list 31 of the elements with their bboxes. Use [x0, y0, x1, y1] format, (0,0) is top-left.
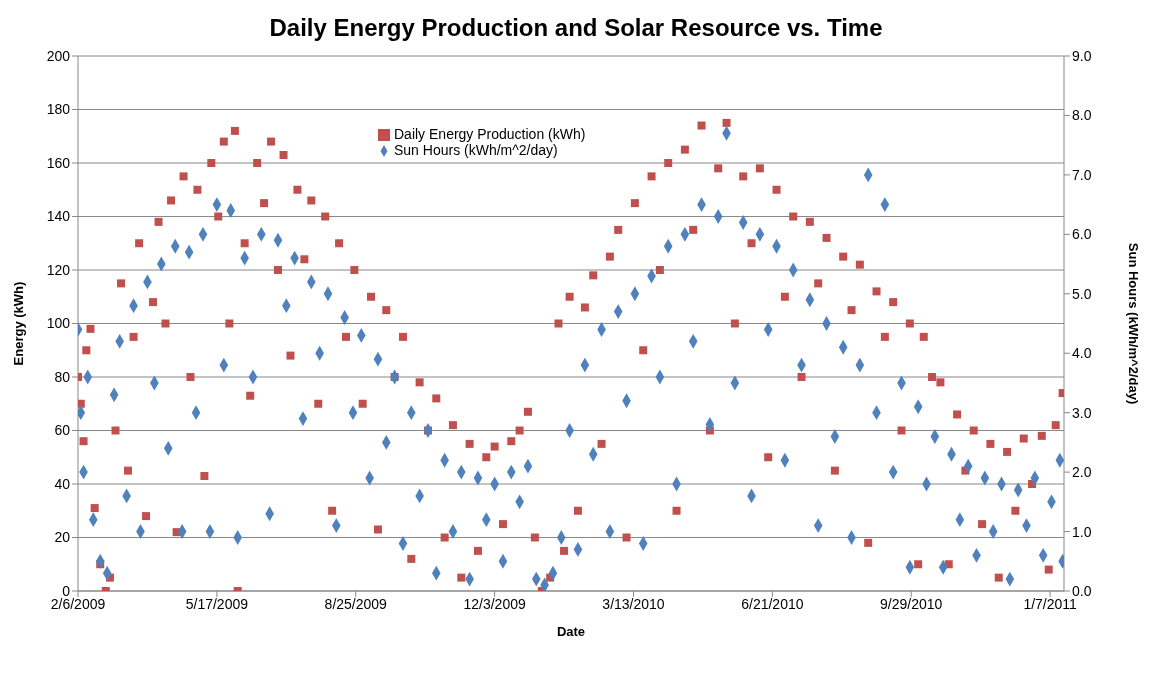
y2-tick-label: 5.0 — [1072, 285, 1092, 302]
y-axis-title: Energy (kWh) — [10, 281, 26, 366]
y-tick-label: 60 — [54, 422, 71, 439]
x-tick-label: 5/17/2009 — [185, 595, 249, 612]
y2-tick-label: 8.0 — [1072, 107, 1092, 124]
legend-label: Sun Hours (kWh/m^2/day) — [394, 142, 558, 158]
y2-tick-label: 4.0 — [1072, 345, 1092, 362]
x-tick-label: 8/25/2009 — [324, 595, 388, 612]
y2-axis-title: Sun Hours (kWh/m^2/day) — [1126, 242, 1142, 405]
y2-tick-label: 3.0 — [1072, 404, 1092, 421]
legend-label: Daily Energy Production (kWh) — [394, 126, 586, 142]
y2-tick-label: 6.0 — [1072, 226, 1092, 243]
x-tick-label: 3/13/2010 — [602, 595, 665, 612]
y2-tick-label: 2.0 — [1072, 464, 1092, 481]
y-tick-label: 20 — [54, 529, 71, 546]
y-tick-label: 40 — [54, 475, 71, 492]
y2-tick-label: 1.0 — [1072, 523, 1092, 540]
x-tick-label: 6/21/2010 — [741, 595, 804, 612]
y-tick-label: 200 — [46, 47, 71, 64]
y2-tick-label: 7.0 — [1072, 166, 1092, 183]
x-tick-label: 9/29/2010 — [880, 595, 943, 612]
y-tick-label: 180 — [46, 101, 71, 118]
y-tick-label: 120 — [46, 261, 71, 278]
chart-title: Daily Energy Production and Solar Resource vs. Time — [268, 13, 884, 43]
y-tick-label: 140 — [46, 208, 71, 225]
y-tick-label: 100 — [46, 315, 71, 332]
y2-tick-label: 9.0 — [1072, 47, 1092, 64]
y-tick-label: 160 — [46, 154, 71, 171]
x-tick-label: 12/3/2009 — [463, 595, 526, 612]
y-tick-label: 80 — [54, 368, 71, 385]
x-axis-title: Date — [556, 624, 586, 639]
